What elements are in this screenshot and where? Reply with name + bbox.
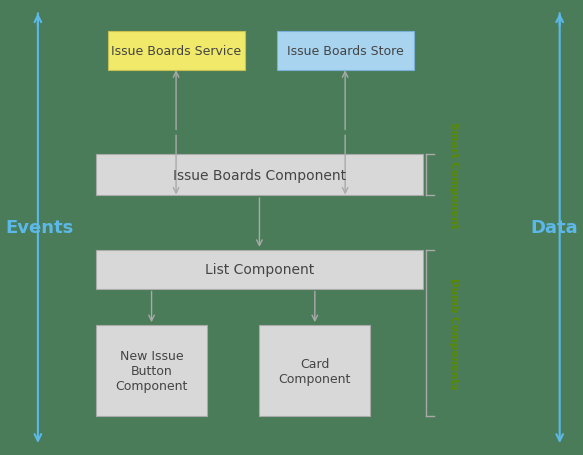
FancyBboxPatch shape: [108, 32, 245, 71]
Text: Dumb Components: Dumb Components: [449, 278, 459, 389]
Text: Issue Boards Component: Issue Boards Component: [173, 168, 346, 182]
FancyBboxPatch shape: [259, 325, 370, 416]
FancyBboxPatch shape: [96, 250, 423, 289]
Text: Issue Boards Store: Issue Boards Store: [287, 45, 404, 58]
Text: Data: Data: [531, 218, 578, 237]
Text: List Component: List Component: [205, 263, 314, 277]
FancyBboxPatch shape: [96, 155, 423, 196]
Text: Smart Component: Smart Component: [449, 122, 459, 228]
Text: Events: Events: [6, 218, 74, 237]
Text: Issue Boards Service: Issue Boards Service: [111, 45, 241, 58]
Text: Card
Component: Card Component: [279, 357, 351, 385]
FancyBboxPatch shape: [277, 32, 414, 71]
FancyBboxPatch shape: [96, 325, 207, 416]
Text: New Issue
Button
Component: New Issue Button Component: [115, 349, 188, 392]
